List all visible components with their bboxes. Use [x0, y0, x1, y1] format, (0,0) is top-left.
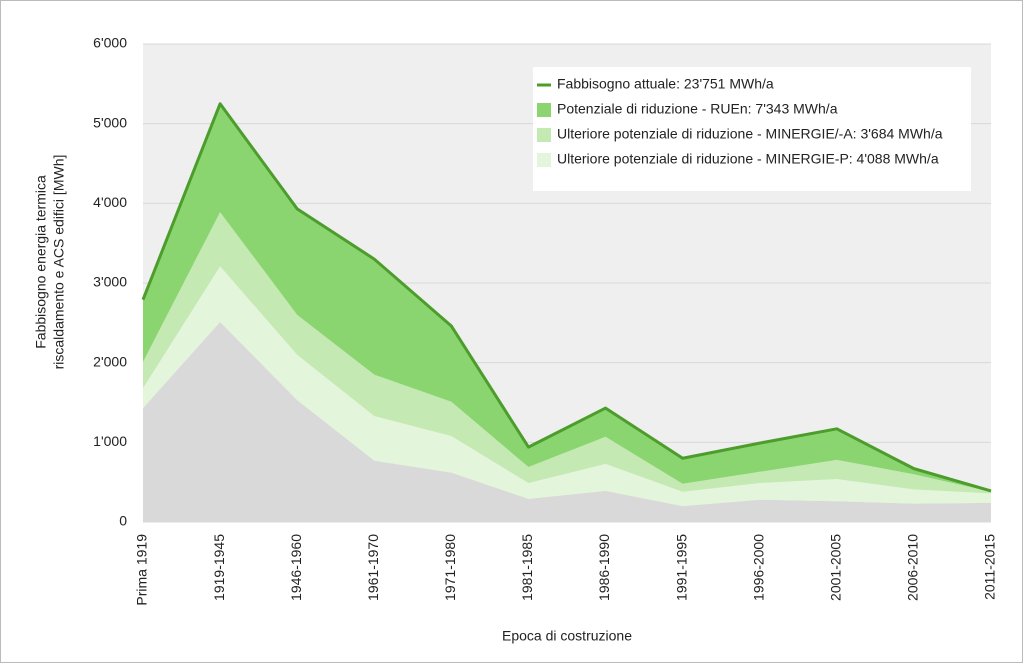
legend-label: Ulteriore potenziale di riduzione - MINE… [557, 151, 939, 167]
y-tick-label: 2'000 [93, 353, 127, 369]
y-tick-label: 5'000 [93, 114, 127, 130]
x-tick-label: 2006-2010 [905, 534, 921, 601]
x-tick-label: 2001-2005 [828, 534, 844, 601]
x-tick-label: Prima 1919 [134, 534, 150, 606]
x-tick-label: 2011-2015 [982, 534, 998, 600]
legend-swatch [537, 128, 551, 142]
area [143, 266, 991, 507]
x-tick-label: 1981-1985 [519, 534, 535, 601]
y-axis-title: riscaldamento e ACS edifici [MWh] [51, 155, 67, 370]
y-tick-label: 1'000 [93, 433, 127, 449]
area [143, 212, 991, 494]
line [141, 102, 992, 493]
x-tick-label: 1991-1995 [673, 534, 689, 601]
x-tick-label: 1946-1960 [288, 534, 304, 601]
y-tick-label: 6'000 [93, 35, 127, 51]
legend-box [533, 67, 971, 191]
y-tick-label: 3'000 [93, 274, 127, 290]
legend-swatch [537, 103, 551, 117]
x-tick-label: 1919-1945 [211, 534, 227, 601]
area [143, 103, 991, 492]
x-tick-label: 1971-1980 [442, 534, 458, 601]
x-tick-label: 1996-2000 [750, 534, 766, 601]
x-tick-label: 1986-1990 [596, 534, 612, 601]
area [143, 322, 991, 522]
y-tick-label: 4'000 [93, 194, 127, 210]
legend-label: Fabbisogno attuale: 23'751 MWh/a [557, 76, 774, 92]
x-tick-label: 1961-1970 [365, 534, 381, 601]
legend-label: Ulteriore potenziale di riduzione - MINE… [557, 126, 943, 142]
y-tick-label: 0 [119, 513, 127, 529]
legend-swatch [537, 153, 551, 167]
y-axis-title: Fabbisogno energia termica [33, 175, 49, 349]
x-axis-title: Epoca di costruzione [502, 628, 632, 644]
legend-label: Potenziale di riduzione - RUEn: 7'343 MW… [557, 101, 838, 117]
